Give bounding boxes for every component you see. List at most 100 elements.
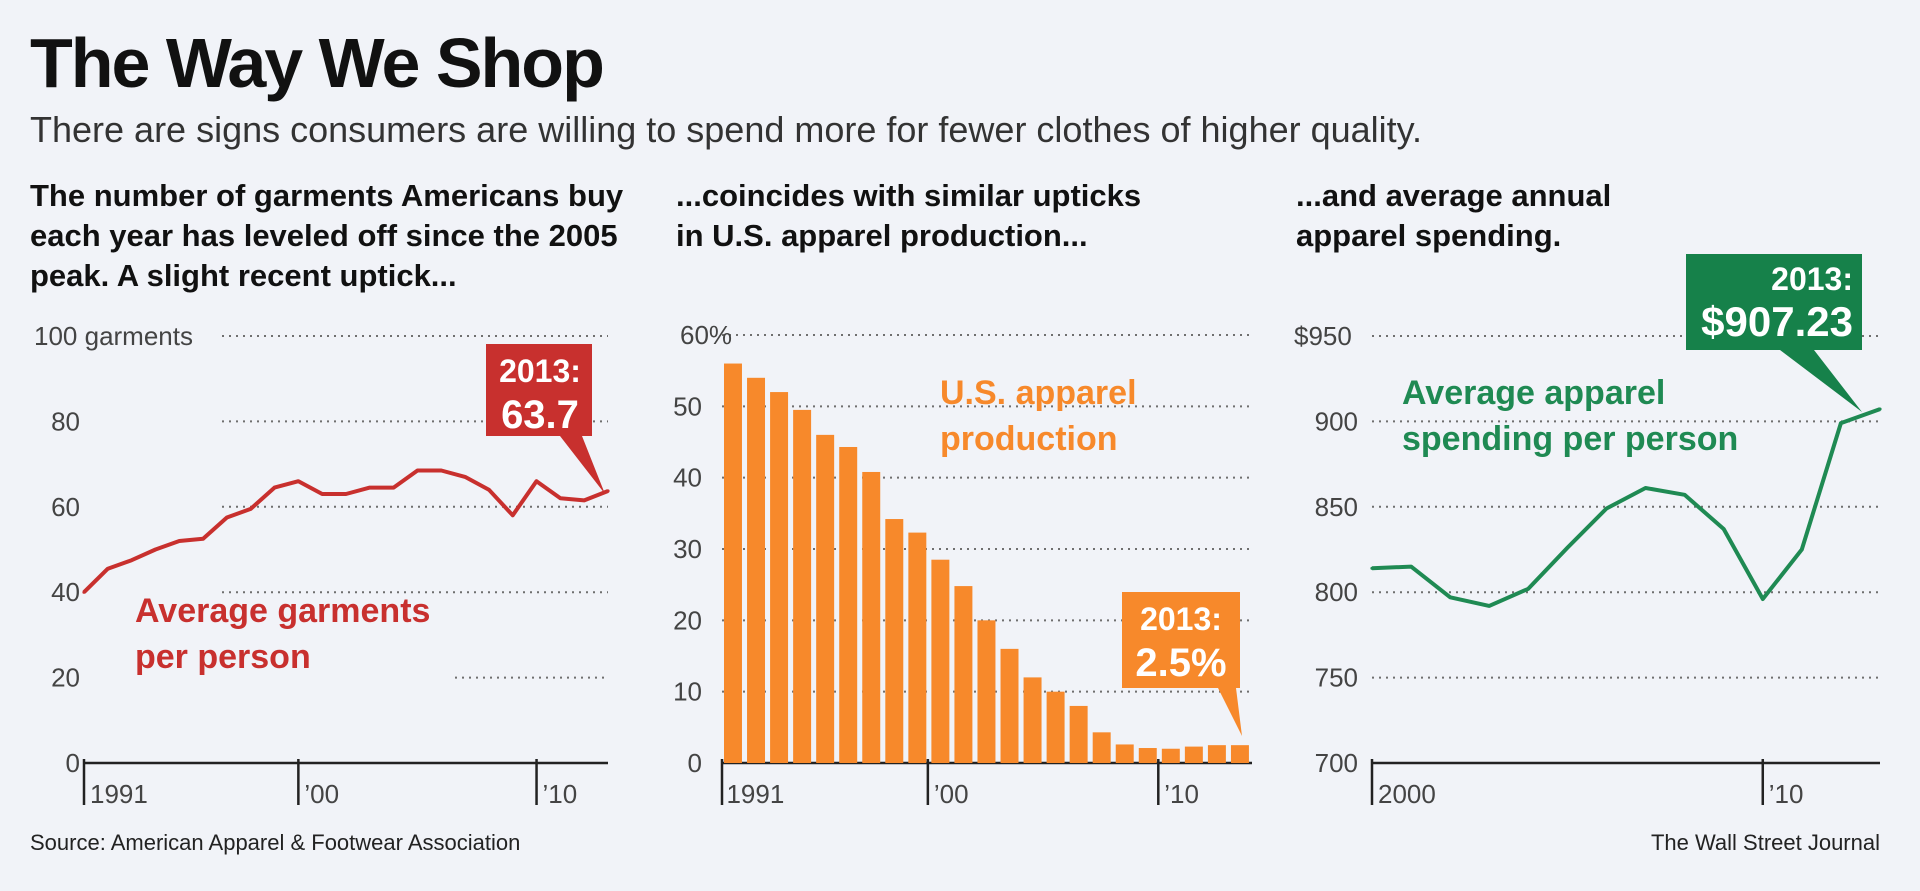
production-y-tick-label: 60% (680, 320, 732, 350)
garments-series-label: Average garments per person (135, 592, 440, 676)
garments-caption-line: The number of garments Americans buy (30, 178, 624, 213)
garments-data-point (392, 485, 396, 490)
garments-gridlines (82, 335, 608, 805)
garments-callout-value: 63.7 (501, 393, 579, 437)
garments-data-point (439, 468, 443, 473)
production-bar (1069, 705, 1088, 763)
garments-data-point (106, 567, 110, 571)
garments-data-point (225, 515, 229, 520)
spending-y-tick-label: 750 (1315, 663, 1358, 693)
garments-data-point (344, 492, 348, 496)
production-series-label-line: U.S. apparel (940, 374, 1137, 412)
garments-x-ticks: 1991 ’00 ’10 (90, 759, 577, 809)
page-subtitle: There are signs consumers are willing to… (30, 109, 1422, 150)
spending-data-point (1409, 564, 1413, 569)
garments-data-point (487, 488, 491, 492)
garments-data-point (415, 468, 420, 473)
garments-series (82, 468, 610, 594)
garments-y-tick-label: 0 (66, 748, 80, 778)
production-y-tick-label: 0 (688, 748, 702, 778)
production-bar (885, 519, 904, 763)
spending-gridlines (1370, 335, 1880, 805)
garments-data-point (201, 537, 205, 541)
garments-y-tick-label: 100 garments (34, 321, 193, 351)
garments-data-point (582, 498, 586, 502)
production-caption-line: in U.S. apparel production... (676, 218, 1088, 253)
spending-data-point (1643, 486, 1648, 490)
spending-data-point (1370, 566, 1374, 570)
spending-data-point (1761, 597, 1765, 601)
spending-series-label-line: spending per person (1402, 420, 1738, 458)
production-bar (724, 363, 742, 763)
garments-series-label-line: Average garments (135, 592, 430, 630)
production-caption-line: ...coincides with similar upticks (676, 178, 1142, 213)
production-bar (954, 586, 973, 763)
production-bar (1161, 748, 1180, 763)
garments-series-label-line: per person (135, 638, 311, 676)
production-bar (1115, 744, 1134, 763)
spending-data-point (1683, 493, 1687, 497)
spending-data-point (1878, 407, 1882, 411)
spending-data-point (1839, 421, 1843, 425)
garments-data-point (320, 492, 324, 496)
production-bar (747, 377, 766, 763)
publisher-credit: The Wall Street Journal (1650, 830, 1880, 855)
garments-y-tick-label: 40 (51, 577, 80, 607)
production-bar (862, 471, 881, 763)
spending-y-tick-label: 700 (1315, 748, 1358, 778)
spending-x-tick-label: 2000 (1378, 779, 1436, 809)
spending-callout-value: $907.23 (1701, 298, 1853, 345)
garments-x-tick-label: 1991 (90, 779, 148, 809)
garments-data-point (558, 496, 562, 500)
production-bar (1023, 677, 1042, 763)
spending-data-point (1487, 604, 1491, 608)
production-x-ticks: 1991 ’00 ’10 (726, 759, 1199, 809)
spending-data-point (1448, 595, 1452, 599)
garments-x-tick-label: ’10 (543, 779, 578, 809)
garments-data-point (249, 507, 253, 511)
production-y-tick-label: 20 (673, 605, 702, 635)
spending-y-tick-label: $950 (1294, 321, 1352, 351)
garments-data-point (368, 485, 372, 490)
production-y-ticks: 0 10 20 30 40 50 60% (673, 320, 732, 778)
spending-callout: 2013: $907.23 (1686, 254, 1862, 412)
garments-caption-line: each year has leveled off since the 2005 (30, 218, 618, 253)
garments-data-point (130, 558, 134, 562)
garments-data-point (177, 539, 181, 543)
production-bar (977, 620, 996, 763)
spending-x-ticks: 2000 ’10 (1378, 759, 1803, 809)
source-note: Source: American Apparel & Footwear Asso… (30, 830, 521, 855)
spending-y-tick-label: 850 (1315, 492, 1358, 522)
production-bar (1230, 745, 1249, 763)
spending-y-tick-label: 900 (1315, 406, 1358, 436)
garments-data-point (463, 475, 467, 479)
garments-caption: The number of garments Americans buy eac… (30, 176, 623, 296)
production-bar (839, 446, 858, 763)
production-callout-value: 2.5% (1135, 641, 1226, 685)
production-bar (1000, 648, 1019, 763)
production-bar (1138, 748, 1157, 763)
production-y-tick-label: 40 (673, 463, 702, 493)
production-x-tick-label: 1991 (726, 779, 784, 809)
production-y-tick-label: 10 (673, 677, 702, 707)
spending-y-tick-label: 800 (1315, 577, 1358, 607)
production-x-tick-label: ’00 (934, 779, 969, 809)
spending-caption-line: apparel spending. (1296, 218, 1562, 253)
production-y-tick-label: 30 (673, 534, 702, 564)
garments-y-tick-label: 20 (51, 663, 80, 693)
garments-callout-box (486, 344, 605, 494)
production-series-label-line: production (940, 420, 1118, 458)
spending-series-line (1371, 407, 1881, 608)
spending-data-point (1722, 527, 1726, 531)
spending-callout-box (1686, 254, 1862, 412)
spending-data-point (1604, 506, 1609, 511)
garments-y-tick-label: 60 (51, 492, 80, 522)
spending-x-tick-label: ’10 (1769, 779, 1804, 809)
garments-x-tick-label: ’00 (304, 779, 339, 809)
garments-data-point (534, 479, 539, 483)
garments-data-point (82, 590, 86, 594)
production-bar (816, 434, 835, 763)
spending-series-label: Average apparel spending per person (1402, 374, 1738, 458)
